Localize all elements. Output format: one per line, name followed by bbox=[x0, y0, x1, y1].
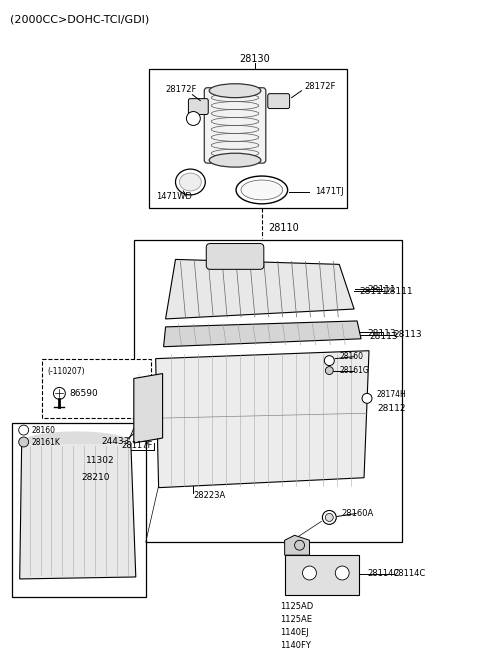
FancyBboxPatch shape bbox=[188, 98, 208, 115]
Text: 28113: 28113 bbox=[369, 333, 397, 341]
Text: 28160: 28160 bbox=[32, 426, 56, 435]
Circle shape bbox=[302, 566, 316, 580]
Text: 1125AD: 1125AD bbox=[280, 602, 313, 611]
Polygon shape bbox=[156, 351, 369, 488]
FancyBboxPatch shape bbox=[268, 94, 289, 109]
Circle shape bbox=[19, 425, 29, 435]
Text: (2000CC>DOHC-TCI/GDI): (2000CC>DOHC-TCI/GDI) bbox=[10, 14, 149, 24]
Text: 28114C: 28114C bbox=[394, 569, 426, 578]
Circle shape bbox=[325, 514, 333, 522]
Circle shape bbox=[335, 566, 349, 580]
Circle shape bbox=[53, 387, 65, 399]
Text: 28113: 28113 bbox=[394, 331, 422, 339]
Text: 28111: 28111 bbox=[367, 285, 396, 293]
Text: 28161G: 28161G bbox=[339, 366, 369, 375]
Ellipse shape bbox=[209, 153, 261, 167]
Text: 28111: 28111 bbox=[359, 287, 388, 295]
Text: 28112: 28112 bbox=[377, 404, 406, 413]
Text: 1140EJ: 1140EJ bbox=[280, 628, 309, 637]
Bar bbox=[42, 359, 151, 418]
FancyBboxPatch shape bbox=[204, 88, 266, 163]
Text: 28160A: 28160A bbox=[341, 509, 373, 518]
Text: 1125AE: 1125AE bbox=[280, 615, 312, 624]
Text: (-110207): (-110207) bbox=[48, 367, 85, 376]
FancyBboxPatch shape bbox=[206, 244, 264, 269]
Ellipse shape bbox=[209, 83, 261, 98]
Text: 24433: 24433 bbox=[101, 436, 130, 445]
Bar bbox=[12, 423, 146, 597]
Polygon shape bbox=[20, 443, 136, 579]
Circle shape bbox=[325, 366, 333, 374]
Text: 28160: 28160 bbox=[339, 352, 363, 361]
Text: 28114C: 28114C bbox=[367, 569, 399, 578]
Ellipse shape bbox=[176, 169, 205, 195]
Ellipse shape bbox=[180, 173, 201, 191]
Text: 28117F: 28117F bbox=[121, 441, 152, 451]
Text: 28130: 28130 bbox=[240, 54, 270, 64]
Circle shape bbox=[186, 111, 200, 125]
Text: 86590: 86590 bbox=[69, 389, 98, 398]
Text: 28111: 28111 bbox=[384, 287, 412, 295]
Text: 28210: 28210 bbox=[81, 473, 110, 482]
Bar bbox=[149, 69, 347, 208]
Circle shape bbox=[19, 437, 29, 447]
Circle shape bbox=[89, 432, 99, 443]
Text: 28161K: 28161K bbox=[32, 437, 60, 447]
Text: 28172F: 28172F bbox=[304, 82, 336, 91]
Polygon shape bbox=[164, 321, 361, 347]
Circle shape bbox=[295, 541, 304, 550]
Ellipse shape bbox=[236, 176, 288, 204]
Polygon shape bbox=[22, 432, 131, 443]
Polygon shape bbox=[134, 374, 163, 443]
Circle shape bbox=[323, 511, 336, 524]
Circle shape bbox=[362, 393, 372, 404]
Polygon shape bbox=[285, 535, 310, 555]
Polygon shape bbox=[166, 259, 354, 319]
Text: 1471TJ: 1471TJ bbox=[315, 187, 344, 196]
Bar bbox=[134, 239, 402, 542]
Ellipse shape bbox=[241, 180, 283, 200]
Bar bbox=[285, 555, 359, 595]
Text: 1140FY: 1140FY bbox=[280, 641, 311, 650]
Text: 28113: 28113 bbox=[367, 329, 396, 338]
Text: 28223A: 28223A bbox=[193, 491, 226, 500]
Text: 11302: 11302 bbox=[86, 456, 115, 466]
Text: 28110: 28110 bbox=[268, 222, 299, 233]
Text: 28172F: 28172F bbox=[166, 85, 197, 94]
Text: 28174H: 28174H bbox=[377, 390, 407, 399]
Circle shape bbox=[324, 356, 334, 366]
Text: 1471WD: 1471WD bbox=[156, 192, 192, 201]
